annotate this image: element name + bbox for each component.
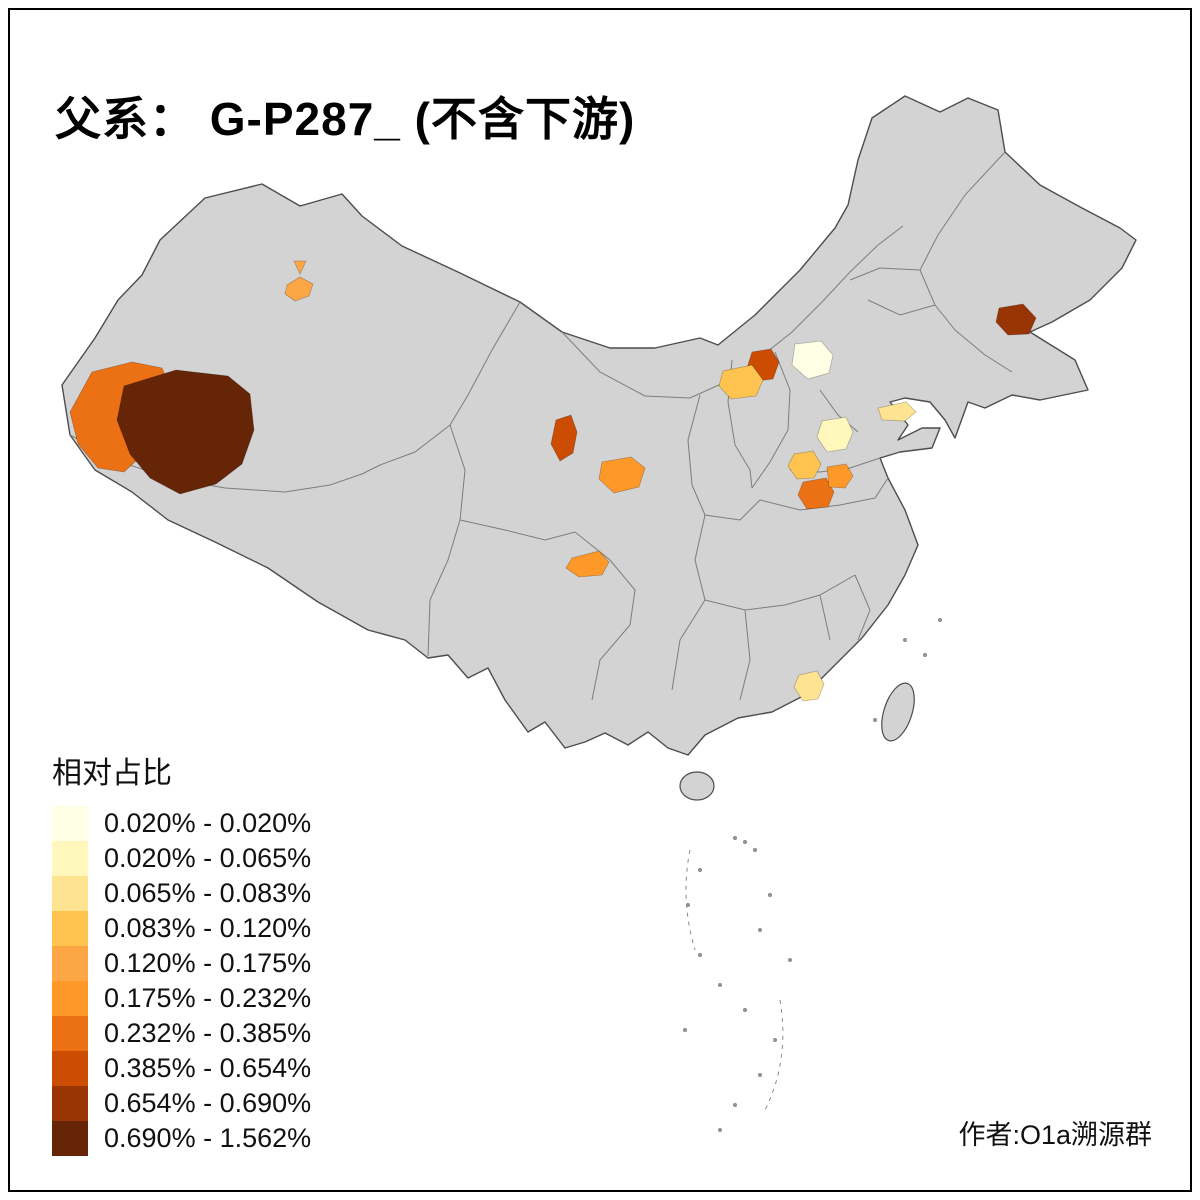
- legend-row: 0.020% - 0.020%: [52, 806, 311, 841]
- legend-swatch: [52, 911, 88, 946]
- legend-swatch: [52, 1086, 88, 1121]
- legend-row: 0.120% - 0.175%: [52, 946, 311, 981]
- legend-range-label: 0.175% - 0.232%: [104, 983, 312, 1013]
- legend-swatch: [52, 981, 88, 1016]
- legend-range-label: 0.020% - 0.065%: [104, 843, 312, 873]
- map-region-beijing-pale: [791, 340, 834, 380]
- legend-swatch: [52, 1051, 88, 1086]
- map-region-shaanxi-spot: [598, 456, 646, 494]
- legend-range-label: 0.690% - 1.562%: [104, 1123, 312, 1153]
- map-region-guangdong-spot: [793, 670, 825, 702]
- legend-range-label: 0.065% - 0.083%: [104, 878, 312, 908]
- legend-range-label: 0.654% - 0.690%: [104, 1088, 312, 1118]
- highlighted-regions: [69, 260, 1037, 702]
- legend-swatch: [52, 841, 88, 876]
- legend-range-label: 0.020% - 0.020%: [104, 808, 312, 838]
- map-region-shandong-peninsula: [877, 401, 917, 422]
- author-credit: 作者:O1a溯源群: [958, 1120, 1152, 1150]
- legend-swatch: [52, 1121, 88, 1156]
- legend-range-label: 0.385% - 0.654%: [104, 1053, 312, 1083]
- legend-range-label: 0.232% - 0.385%: [104, 1018, 312, 1048]
- map-title: 父系： G-P287_ (不含下游): [55, 92, 636, 145]
- mainland-group: [61, 95, 1137, 801]
- legend-row: 0.083% - 0.120%: [52, 911, 311, 946]
- legend-swatch: [52, 946, 88, 981]
- south-china-sea-islets: [683, 618, 942, 1132]
- map-region-jilin-spot: [995, 303, 1037, 336]
- legend-swatch: [52, 876, 88, 911]
- legend-row: 0.232% - 0.385%: [52, 1016, 311, 1051]
- map-region-henan-mid: [826, 463, 854, 489]
- map-region-north-xinjiang-blob: [284, 276, 314, 302]
- map-region-gansu-spot: [550, 414, 578, 462]
- map-region-henan-light: [787, 450, 822, 480]
- map-region-hotan-basin: [116, 369, 255, 495]
- legend-row: 0.385% - 0.654%: [52, 1051, 311, 1086]
- legend-range-label: 0.083% - 0.120%: [104, 913, 312, 943]
- map-region-shandong-west: [816, 416, 854, 453]
- legend-title: 相对占比: [52, 757, 172, 790]
- map-region-north-xinjiang-marker: [293, 260, 307, 275]
- legend-row: 0.690% - 1.562%: [52, 1121, 311, 1156]
- legend-row: 0.065% - 0.083%: [52, 876, 311, 911]
- map-region-hebei-light: [718, 364, 764, 400]
- map-region-henan-dark: [797, 477, 835, 510]
- china-mainland-outline: [61, 95, 1137, 756]
- legend-rows: 0.020% - 0.020% 0.020% - 0.065% 0.065% - 0…: [52, 806, 311, 1156]
- legend-row: 0.654% - 0.690%: [52, 1086, 311, 1121]
- taiwan-island: [881, 682, 915, 742]
- hainan-island: [679, 771, 715, 801]
- legend-row: 0.175% - 0.232%: [52, 981, 311, 1016]
- legend-swatch: [52, 806, 88, 841]
- legend: 相对占比 0.020% - 0.020% 0.020% - 0.065% 0.065…: [52, 748, 311, 1156]
- legend-row: 0.020% - 0.065%: [52, 841, 311, 876]
- legend-swatch: [52, 1016, 88, 1051]
- legend-range-label: 0.120% - 0.175%: [104, 948, 312, 978]
- map-region-sichuan-spot: [565, 550, 610, 578]
